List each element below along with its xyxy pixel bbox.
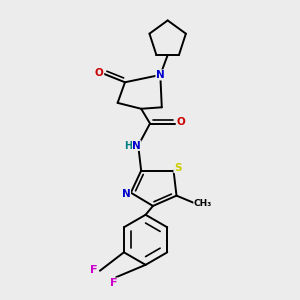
Text: N: N [156, 70, 165, 80]
Text: S: S [174, 163, 182, 173]
Text: H: H [124, 141, 132, 151]
Text: O: O [176, 117, 185, 127]
Text: CH₃: CH₃ [194, 199, 212, 208]
Text: F: F [90, 265, 98, 275]
Text: N: N [132, 141, 141, 151]
Text: F: F [110, 278, 118, 288]
Text: O: O [95, 68, 104, 78]
Text: N: N [122, 189, 130, 199]
